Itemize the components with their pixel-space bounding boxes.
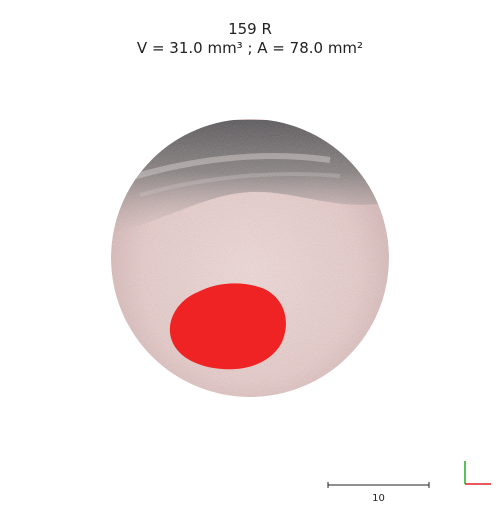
scale-bar-label: 10 [372,493,385,504]
measurements-readout: V = 31.0 mm³ ; A = 78.0 mm² [136,39,364,57]
scale-bar [327,482,430,488]
lesion-region [169,283,286,370]
sample-id: 159 R [228,20,272,38]
title-block: 159 R V = 31.0 mm³ ; A = 78.0 mm² [0,20,500,58]
axis-triad-icon [464,461,491,485]
